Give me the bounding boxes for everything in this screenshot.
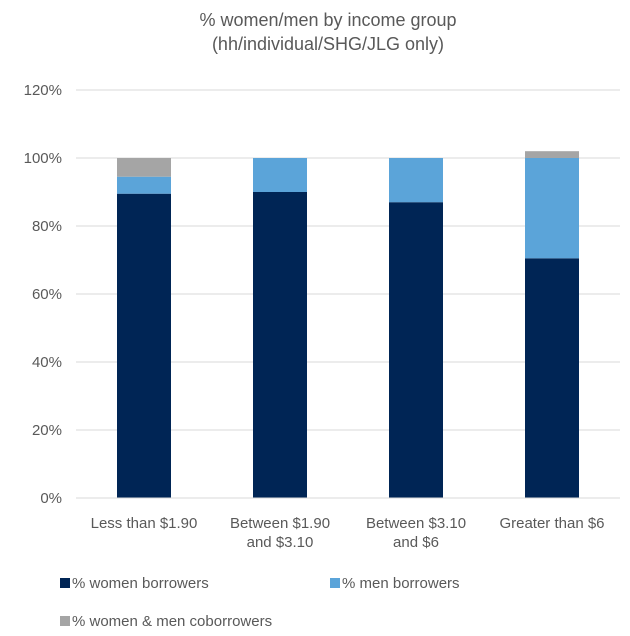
bar-segment (389, 158, 443, 203)
x-category-label: and $6 (393, 534, 439, 551)
legend-swatch (60, 578, 70, 588)
bar-segment (525, 151, 579, 158)
bar-segment (117, 193, 171, 498)
y-tick-label: 40% (32, 354, 62, 371)
chart-title: % women/men by income group (hh/individua… (199, 10, 456, 54)
chart-title-line: % women/men by income group (199, 10, 456, 30)
y-tick-label: 80% (32, 218, 62, 235)
chart-title-line: (hh/individual/SHG/JLG only) (212, 34, 444, 54)
legend-label: % men borrowers (342, 575, 460, 592)
y-tick-label: 120% (24, 82, 62, 99)
legend-swatch (60, 616, 70, 626)
x-category-label: Less than $1.90 (91, 515, 198, 532)
x-category-label: Between $1.90 (230, 515, 330, 532)
y-axis-tick-labels: 0% 20% 40% 60% 80% 100% 120% (24, 82, 62, 507)
y-tick-label: 60% (32, 286, 62, 303)
bar-segment (253, 158, 307, 192)
x-category-label: and $3.10 (247, 534, 314, 551)
bar-segment (525, 258, 579, 498)
bar-segment (117, 176, 171, 194)
x-axis-category-labels: Less than $1.90 Between $1.90 and $3.10 Bet… (91, 515, 605, 551)
legend-swatch (330, 578, 340, 588)
y-tick-label: 20% (32, 422, 62, 439)
bar-segment (525, 158, 579, 259)
legend: % women borrowers % men borrowers % women … (60, 575, 460, 630)
bar-segment (389, 202, 443, 498)
x-category-label: Greater than $6 (499, 515, 604, 532)
legend-label: % women borrowers (72, 575, 209, 592)
y-tick-label: 100% (24, 150, 62, 167)
y-tick-label: 0% (40, 490, 62, 507)
x-category-label: Between $3.10 (366, 515, 466, 532)
legend-label: % women & men coborrowers (72, 613, 272, 630)
bar-segment (253, 192, 307, 498)
bars (117, 151, 579, 498)
bar-segment (117, 158, 171, 177)
